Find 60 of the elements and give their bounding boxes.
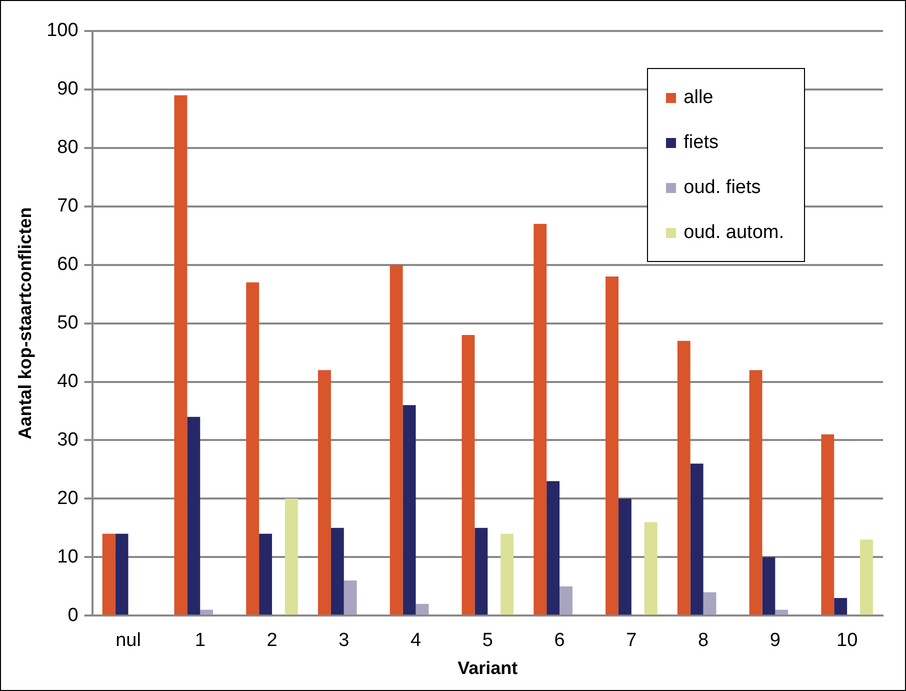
bar (762, 557, 776, 615)
bar (318, 370, 331, 615)
bar (330, 528, 344, 615)
legend-label: oud. fiets (684, 176, 761, 198)
x-tick-label: 7 (626, 630, 637, 652)
bar (115, 534, 128, 615)
bar (402, 405, 416, 615)
y-tick-label: 60 (57, 254, 78, 276)
bar (644, 522, 658, 615)
bar (102, 534, 116, 615)
bar (560, 586, 572, 615)
y-tick-label: 0 (68, 604, 78, 626)
bar (690, 464, 704, 615)
bar (187, 416, 200, 615)
bar (703, 592, 716, 615)
x-tick-label: 1 (194, 630, 206, 652)
x-tick-label: 10 (836, 630, 858, 652)
bar (775, 610, 788, 615)
bar (534, 224, 547, 615)
x-tick-label: 4 (410, 630, 422, 652)
bar (390, 264, 403, 615)
bar (284, 498, 298, 615)
y-tick-label: 50 (57, 312, 78, 334)
y-tick-label: 10 (57, 546, 78, 568)
bar (677, 340, 690, 615)
x-tick-label: 3 (338, 630, 350, 652)
legend-label: oud. autom. (684, 222, 784, 244)
x-tick-label: 9 (770, 630, 780, 652)
bar (749, 370, 762, 615)
y-tick-label: 70 (57, 196, 78, 217)
bar (500, 534, 514, 615)
bar (821, 434, 834, 615)
x-axis-title: Variant (458, 658, 518, 678)
bar (834, 598, 848, 615)
y-tick-label: 80 (57, 137, 78, 158)
bar (606, 276, 618, 615)
y-tick-label: 100 (46, 20, 78, 42)
bar (344, 580, 357, 615)
x-tick-label: nul (116, 630, 141, 652)
bar (860, 540, 873, 615)
y-tick-label: 20 (57, 488, 78, 509)
y-tick-label: 40 (57, 370, 78, 392)
y-tick-label: 90 (57, 78, 78, 100)
bar (200, 610, 214, 615)
y-axis-title: Aantal kop-staartconflicten (14, 207, 35, 440)
x-tick-label: 5 (482, 630, 493, 652)
bar (416, 604, 429, 615)
x-tick-label: 6 (554, 630, 565, 652)
legend-label: alle (684, 86, 714, 108)
bar (259, 534, 272, 615)
bar (246, 282, 260, 615)
bar (462, 334, 475, 615)
x-tick-label: 8 (698, 630, 709, 652)
bar (174, 95, 188, 615)
x-tick-label: 2 (266, 630, 278, 652)
y-tick-label: 30 (57, 429, 78, 450)
bar (474, 528, 488, 615)
bar (618, 498, 632, 615)
bar (546, 481, 560, 615)
legend-label: fiets (684, 132, 719, 154)
